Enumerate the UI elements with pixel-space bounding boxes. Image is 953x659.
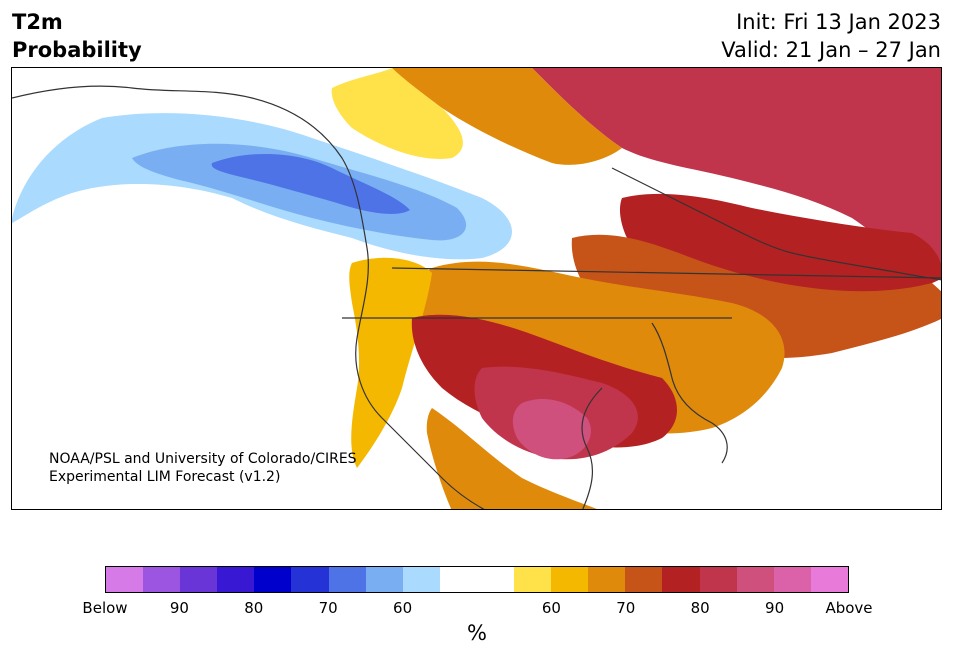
- colorbar-segment-6: [328, 567, 366, 592]
- probability-colorbar: [105, 566, 849, 593]
- colorbar-tick-label: 80: [690, 599, 710, 617]
- probability-map: [12, 68, 941, 509]
- map-title: T2m Probability: [12, 8, 142, 64]
- valid-dates: Valid: 21 Jan – 27 Jan: [721, 38, 941, 62]
- warm-pacific-yellow: [349, 257, 432, 468]
- colorbar-segment-16: [699, 567, 737, 592]
- colorbar-tick-label: Below: [82, 599, 128, 617]
- colorbar-tick-label: 70: [318, 599, 338, 617]
- colorbar-tick-label: 90: [765, 599, 785, 617]
- colorbar-segment-10: [476, 567, 515, 592]
- colorbar-segment-1: [143, 567, 181, 592]
- title-line-2: Probability: [12, 38, 142, 62]
- colorbar-units: %: [467, 621, 487, 645]
- map-panel: [11, 67, 942, 510]
- warm-texas-pink: [512, 398, 591, 460]
- colorbar-segment-19: [810, 567, 848, 592]
- colorbar-segment-2: [180, 567, 218, 592]
- colorbar-segment-4: [254, 567, 292, 592]
- coastlines: [12, 85, 941, 509]
- colorbar-segment-13: [588, 567, 626, 592]
- warm-mexico-orange: [426, 408, 597, 509]
- warm-arctic-yellow: [331, 68, 463, 159]
- credit-line-1: NOAA/PSL and University of Colorado/CIRE…: [49, 451, 357, 467]
- colorbar-tick-label: 60: [541, 599, 561, 617]
- colorbar-tick-label: 90: [169, 599, 189, 617]
- colorbar-segment-15: [662, 567, 700, 592]
- colorbar-segment-11: [514, 567, 552, 592]
- init-date: Init: Fri 13 Jan 2023: [736, 10, 941, 34]
- forecast-credit: NOAA/PSL and University of Colorado/CIRE…: [49, 450, 357, 486]
- forecast-dates: Init: Fri 13 Jan 2023 Valid: 21 Jan – 27…: [721, 8, 941, 64]
- colorbar-segment-5: [291, 567, 329, 592]
- colorbar-segment-0: [106, 567, 144, 592]
- colorbar-segment-3: [217, 567, 255, 592]
- colorbar-tick-label: 70: [616, 599, 636, 617]
- colorbar-segment-12: [551, 567, 589, 592]
- colorbar-segment-9: [439, 567, 477, 592]
- colorbar-segment-17: [736, 567, 774, 592]
- colorbar-tick-label: 60: [393, 599, 413, 617]
- colorbar-segment-8: [402, 567, 440, 592]
- title-line-1: T2m: [12, 10, 63, 34]
- cold-region-dark: [211, 153, 410, 214]
- colorbar-tick-label: Above: [825, 599, 873, 617]
- colorbar-tick-label: 80: [244, 599, 264, 617]
- warm-arctic-orange: [392, 68, 622, 165]
- colorbar-segment-7: [365, 567, 403, 592]
- colorbar-segment-14: [625, 567, 663, 592]
- warm-arctic-red: [532, 68, 941, 278]
- credit-line-2: Experimental LIM Forecast (v1.2): [49, 469, 281, 485]
- colorbar-segment-18: [773, 567, 811, 592]
